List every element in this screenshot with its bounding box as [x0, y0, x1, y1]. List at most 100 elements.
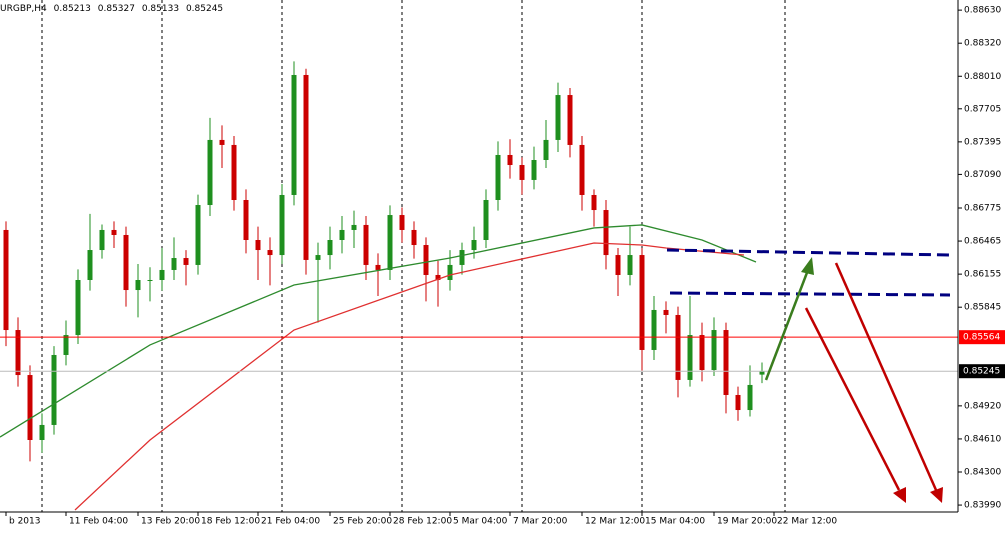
x-tick-label: 19 Mar 20:00 [717, 517, 777, 527]
x-tick-label: 7 Mar 20:00 [513, 517, 568, 527]
candle-body [543, 139, 549, 160]
y-tick-label: 0.84610 [964, 434, 1001, 444]
candle-body [759, 371, 765, 375]
candle-body [39, 424, 45, 440]
candle-body [459, 250, 465, 265]
candle-body [387, 215, 393, 270]
candle-body [303, 74, 309, 260]
x-tick-label: 21 Feb 04:00 [261, 517, 320, 527]
candle-body [615, 255, 621, 275]
y-tick-label: 0.87090 [964, 170, 1001, 180]
y-tick-label: 0.88010 [964, 72, 1001, 82]
open: 0.85213 [54, 4, 91, 14]
candle-body [363, 224, 369, 265]
candle-body [699, 335, 705, 371]
candle-body [3, 229, 9, 331]
candle-body [243, 200, 249, 240]
candle-body [339, 229, 345, 240]
moving-average [0, 224, 757, 438]
x-tick-label: b 2013 [9, 517, 40, 527]
period-separators [41, 0, 786, 512]
candle-body [135, 280, 141, 291]
candle-body [231, 144, 237, 200]
x-tick-label: 11 Feb 04:00 [69, 517, 128, 527]
resistance-line [669, 291, 951, 297]
candle-body [63, 335, 69, 355]
arrow [804, 307, 901, 491]
candle-body [51, 354, 57, 425]
symbol-header: URGBP,H4 0.85213 0.85327 0.85133 0.85245 [0, 4, 223, 14]
candle-body [111, 229, 117, 235]
x-tick-label: 28 Feb 12:00 [393, 517, 452, 527]
plot [0, 61, 958, 511]
moving-average [74, 242, 745, 511]
candle-body [315, 255, 321, 260]
drawings [666, 248, 951, 503]
candle-body [399, 215, 405, 230]
y-tick-label: 0.86155 [964, 270, 1001, 280]
candle-body [171, 258, 177, 270]
candle-body [351, 224, 357, 230]
candle-body [495, 154, 501, 200]
candle-body [411, 229, 417, 246]
candle-body [123, 234, 129, 291]
candle-body [447, 264, 453, 280]
candle-body [567, 95, 573, 145]
candle-body [747, 384, 753, 411]
candle-body [663, 309, 669, 315]
arrow [834, 262, 938, 491]
last-price-box [959, 364, 1005, 379]
candle-body [207, 139, 213, 206]
candle-body [435, 274, 441, 280]
candle-body [75, 280, 81, 336]
y-tick-label: 0.84920 [964, 401, 1001, 411]
candle-body [99, 229, 105, 251]
candle-body [375, 264, 381, 270]
candle-body [651, 309, 657, 350]
x-tick-label: 18 Feb 12:00 [201, 517, 260, 527]
candle-body [639, 255, 645, 350]
y-tick-label: 0.86775 [964, 204, 1001, 214]
candle-body [627, 255, 633, 275]
x-tick-label: 22 Mar 12:00 [777, 517, 837, 527]
y-tick-label: 0.88630 [964, 6, 1001, 16]
resistance-line [666, 248, 951, 257]
arrow [764, 269, 810, 381]
y-tick-label: 0.86465 [964, 237, 1001, 247]
arrow-head [930, 487, 943, 503]
y-tick-label: 0.83990 [964, 501, 1001, 511]
candle-body [711, 330, 717, 371]
candle-body [291, 74, 297, 195]
candle-body [219, 139, 225, 145]
close: 0.85245 [186, 4, 223, 14]
candle-body [87, 250, 93, 280]
x-tick-label: 13 Feb 20:00 [141, 517, 200, 527]
x-tick-label: 5 Mar 04:00 [453, 517, 508, 527]
candle-body [267, 250, 273, 256]
candle-body [555, 95, 561, 140]
candle-body [27, 375, 33, 440]
candle-body [279, 194, 285, 256]
candle-body [591, 194, 597, 211]
x-tick-label: 25 Feb 20:00 [333, 517, 392, 527]
candle-body [147, 280, 153, 281]
candle-body [195, 205, 201, 265]
x-tick-label: 12 Mar 12:00 [585, 517, 645, 527]
price-level-box [959, 330, 1005, 345]
y-tick-label: 0.87705 [964, 104, 1001, 114]
y-tick-label: 0.85845 [964, 303, 1001, 313]
low: 0.85133 [142, 4, 179, 14]
axes: 0.88630 0.88320 0.88010 0.87705 0.87395 0.870… [5, 6, 1005, 527]
x-tick-label: 15 Mar 04:00 [645, 517, 705, 527]
y-tick-label: 0.87395 [964, 137, 1001, 147]
symbol: URGBP,H4 [0, 4, 47, 14]
high: 0.85327 [98, 4, 135, 14]
arrow-head [893, 487, 906, 503]
candle-body [255, 240, 261, 251]
candle-body [183, 258, 189, 265]
candle-body [483, 200, 489, 240]
price-level-label: 0.85564 [963, 333, 1000, 343]
y-tick-label: 0.88320 [964, 39, 1001, 49]
